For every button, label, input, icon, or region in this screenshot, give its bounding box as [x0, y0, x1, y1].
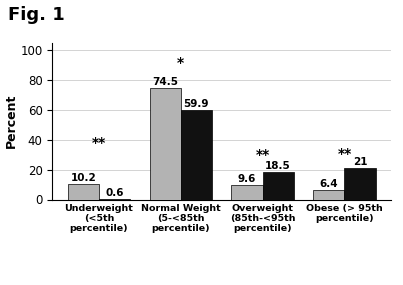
Text: **: ** — [337, 147, 351, 161]
Bar — [313, 190, 345, 199]
Text: Fig. 1: Fig. 1 — [8, 6, 65, 24]
Text: 21: 21 — [353, 157, 367, 167]
Text: 74.5: 74.5 — [152, 78, 178, 87]
Bar — [68, 184, 99, 200]
Text: 6.4: 6.4 — [320, 179, 338, 189]
Bar — [345, 168, 376, 199]
Text: **: ** — [92, 136, 106, 150]
Text: 0.6: 0.6 — [105, 188, 124, 198]
Y-axis label: Percent: Percent — [5, 94, 18, 148]
Text: 18.5: 18.5 — [265, 161, 291, 171]
Bar — [231, 185, 263, 199]
Text: 10.2: 10.2 — [71, 173, 96, 183]
Text: 9.6: 9.6 — [238, 174, 256, 184]
Text: 59.9: 59.9 — [183, 99, 209, 109]
Bar — [150, 88, 181, 200]
Bar — [263, 172, 294, 199]
Bar — [181, 110, 212, 200]
Text: *: * — [177, 56, 184, 70]
Text: **: ** — [256, 148, 270, 162]
